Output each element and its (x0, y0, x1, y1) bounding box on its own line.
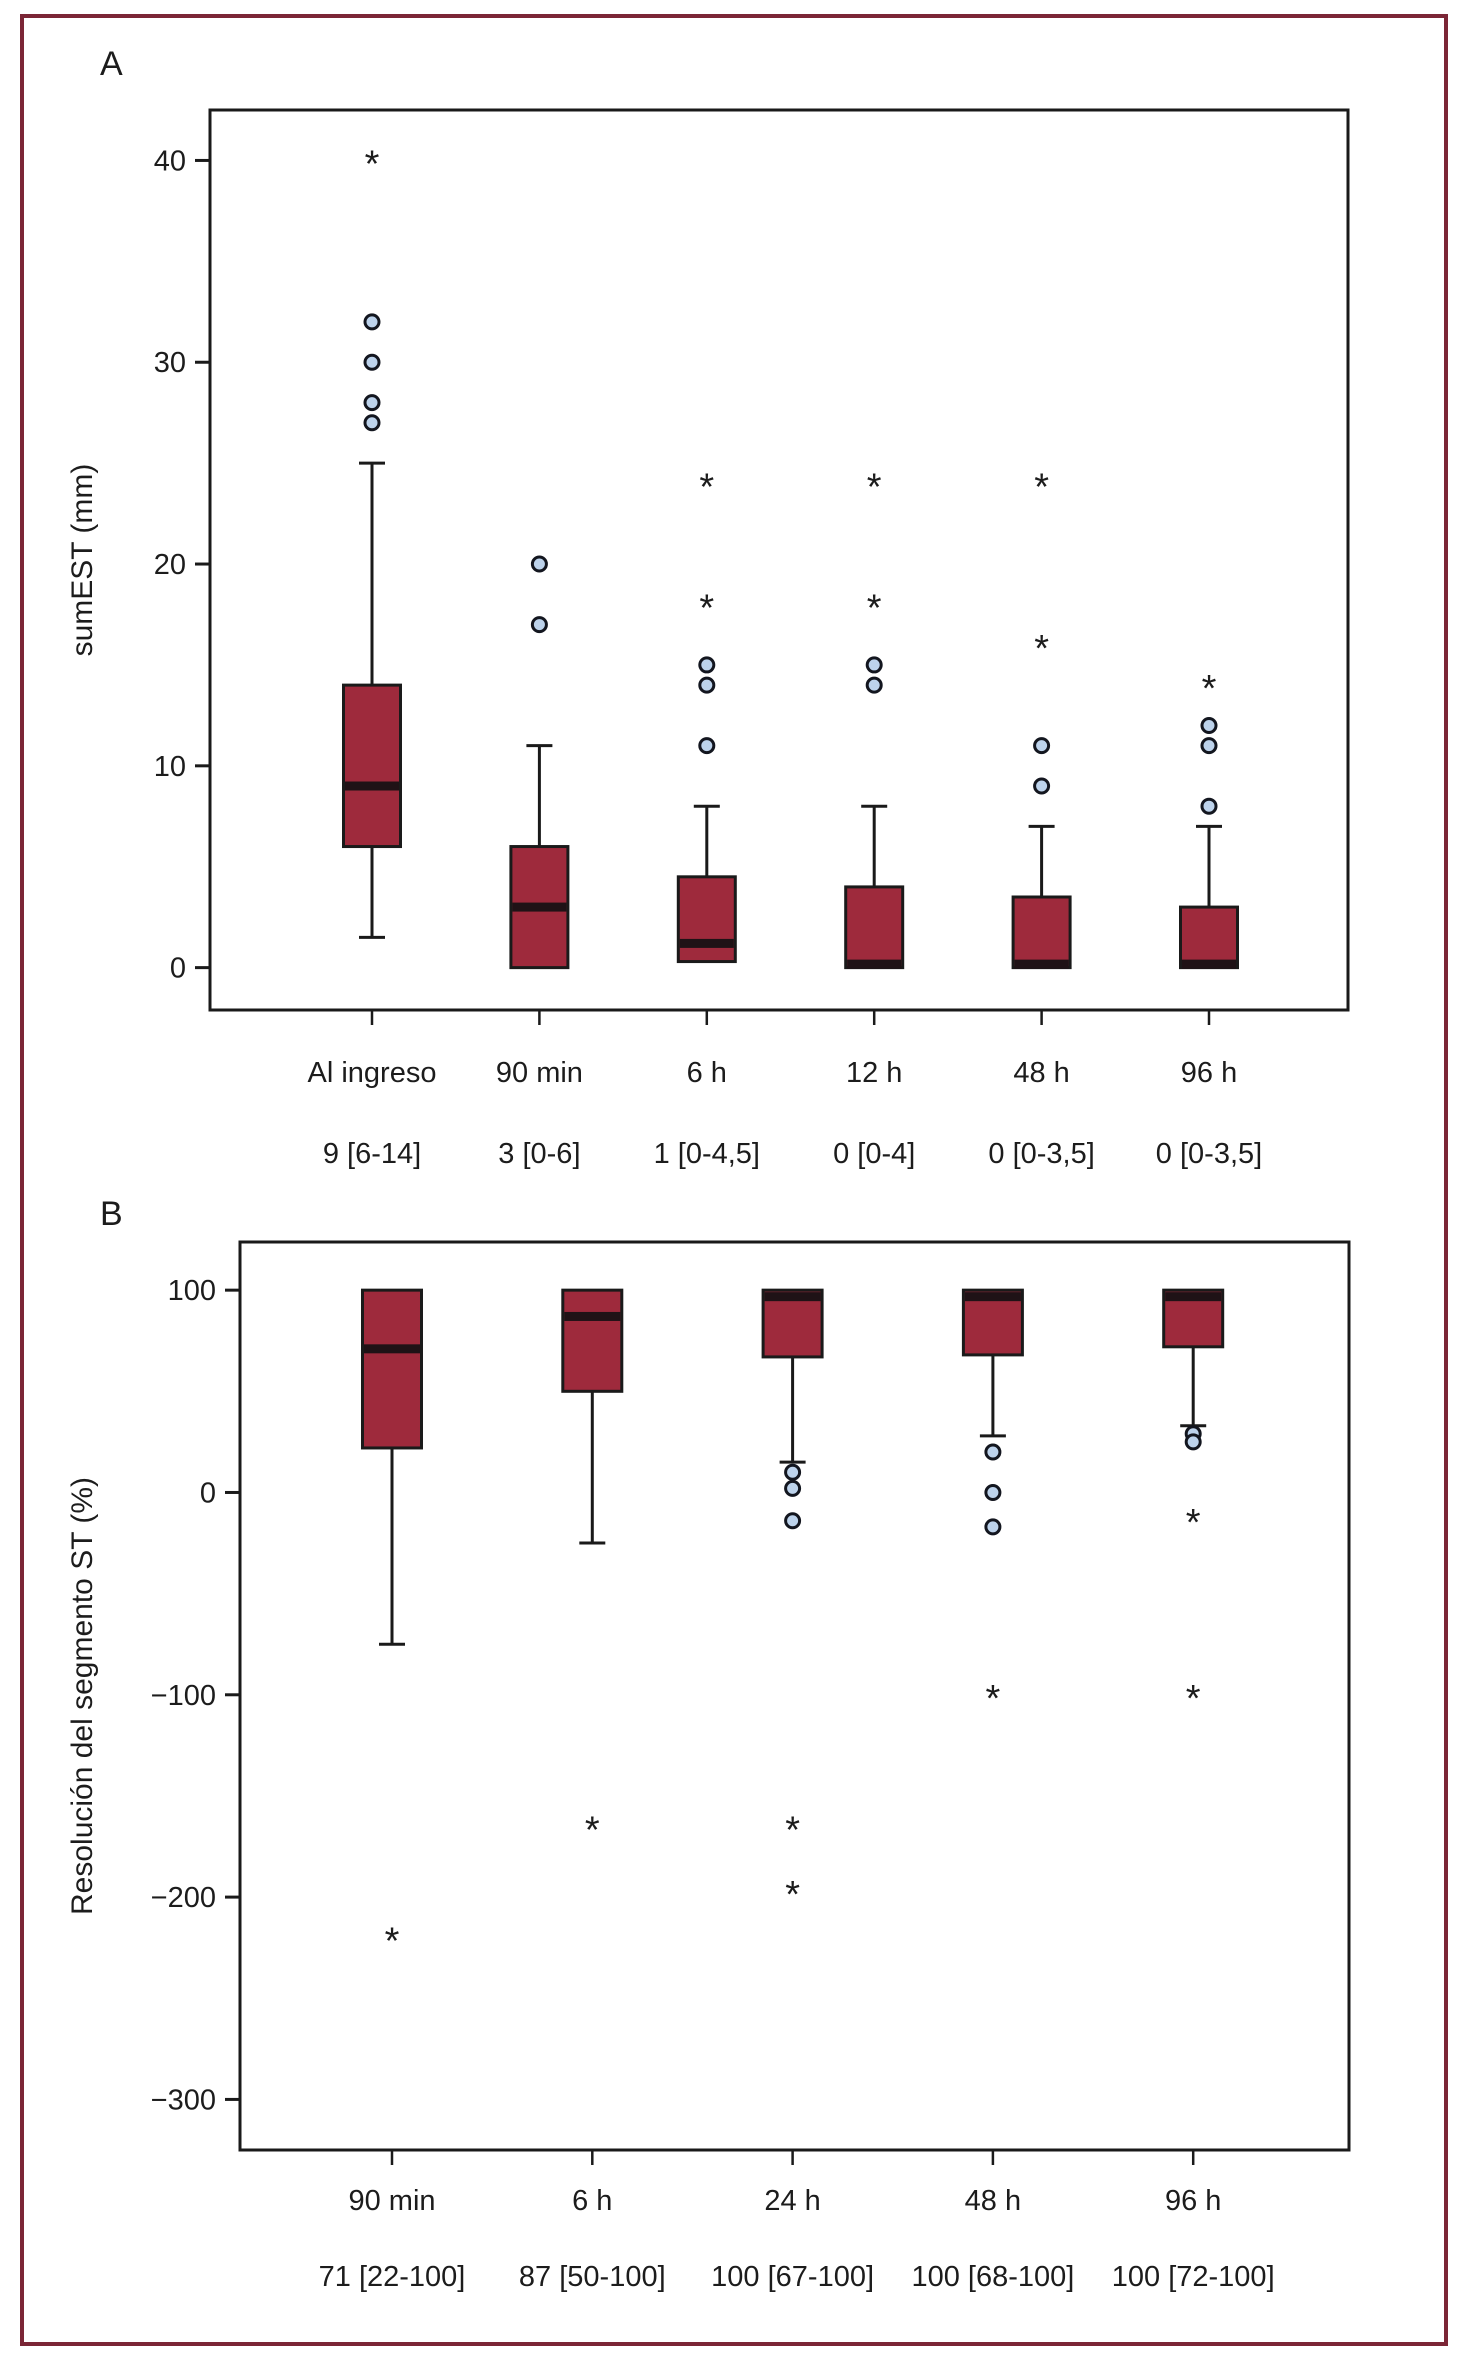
panel-a-median-bar (512, 902, 567, 912)
panel-a-stats-label: 1 [0-4,5] (654, 1138, 760, 1170)
extreme-asterisk: * (785, 1874, 800, 1916)
panel-b-y-tick-label: 0 (200, 1477, 216, 1509)
panel-a-category-label: 6 h (687, 1057, 727, 1089)
outlier-circle (698, 737, 716, 755)
panel-a-stats-label: 0 [0-4] (833, 1138, 915, 1170)
panel-b-median-bar (564, 1311, 621, 1321)
outlier-circle (1200, 716, 1218, 734)
panel-b-label: B (100, 1195, 123, 1233)
outlier-circle (784, 1463, 802, 1481)
panel-a-box (1011, 895, 1072, 970)
outlier-circle (865, 656, 883, 674)
panel-b-stats-label: 100 [72-100] (1112, 2261, 1275, 2293)
panel-b-category-label: 90 min (348, 2185, 435, 2217)
extreme-asterisk: * (1186, 1678, 1201, 1720)
panel-a-category-label: 48 h (1013, 1057, 1069, 1089)
extreme-asterisk: * (867, 466, 882, 508)
extreme-asterisk: * (1034, 466, 1049, 508)
panel-b-y-tick-label: −300 (151, 2084, 216, 2116)
outlier-circle (698, 676, 716, 694)
panel-a-median-bar (1014, 959, 1069, 969)
figure-frame (20, 14, 1448, 2346)
panel-b-median-bar (964, 1292, 1021, 1302)
panel-a-y-tick-label: 30 (154, 347, 186, 379)
panel-a-plot: 40 30 20 10 0 sumEST (mm) Al ingreso 9 [6-14] * 9… (66, 108, 1350, 1170)
panel-b-box (761, 1288, 824, 1359)
outlier-circle (530, 555, 548, 573)
outlier-circle (984, 1483, 1002, 1501)
extreme-asterisk: * (385, 1921, 400, 1963)
panel-a-y-tick-label: 40 (154, 145, 186, 177)
panel-a-category-label: 96 h (1181, 1057, 1237, 1089)
panel-b-median-bar (1165, 1292, 1222, 1302)
panel-a-box (1179, 905, 1239, 970)
panel-b-category-label: 24 h (764, 2185, 820, 2217)
panel-a-box (844, 885, 905, 970)
panel-b-median-bar (764, 1292, 821, 1302)
extreme-asterisk: * (699, 587, 714, 629)
panel-a-stats-label: 3 [0-6] (498, 1138, 580, 1170)
panel-b-box (561, 1288, 624, 1393)
panel-a-stats-label: 0 [0-3,5] (988, 1138, 1094, 1170)
panel-b-median-bar (364, 1344, 420, 1354)
outlier-circle (1200, 737, 1218, 755)
panel-b-stats-label: 100 [68-100] (911, 2261, 1074, 2293)
panel-a-stats-label: 9 [6-14] (323, 1138, 421, 1170)
panel-a-y-axis-title: sumEST (mm) (66, 464, 99, 657)
panel-b-stats-label: 87 [50-100] (519, 2261, 666, 2293)
panel-a-stats-label: 0 [0-3,5] (1156, 1138, 1262, 1170)
outlier-circle (1033, 737, 1051, 755)
panel-b-box (361, 1288, 423, 1450)
panel-b-stats-label: 71 [22-100] (319, 2261, 466, 2293)
extreme-asterisk: * (699, 466, 714, 508)
panel-b-category-label: 96 h (1165, 2185, 1221, 2217)
extreme-asterisk: * (365, 143, 380, 185)
outlier-circle (530, 616, 548, 634)
extreme-asterisk: * (1186, 1502, 1201, 1544)
outlier-circle (363, 414, 381, 432)
extreme-asterisk: * (986, 1678, 1001, 1720)
panel-a-y-tick-label: 0 (170, 953, 186, 985)
extreme-asterisk: * (585, 1809, 600, 1851)
outlier-circle (865, 676, 883, 694)
panel-a-category-label: 12 h (846, 1057, 902, 1089)
outlier-circle (363, 394, 381, 412)
outlier-circle (984, 1518, 1002, 1536)
panel-a-box (676, 875, 737, 964)
panel-a-median-bar (345, 781, 399, 791)
panel-b-y-tick-label: −200 (151, 1882, 216, 1914)
panel-a-y-tick-label: 10 (154, 751, 186, 783)
panel-b-category-label: 6 h (572, 2185, 612, 2217)
outlier-circle (1033, 777, 1051, 795)
panel-b-y-tick-label: 100 (168, 1275, 216, 1307)
panel-a-category-label: Al ingreso (308, 1057, 437, 1089)
panel-a-frame (208, 108, 1350, 1012)
panel-b-y-axis-title: Resolución del segmento ST (%) (66, 1477, 99, 1915)
panel-b-y-tick-label: −100 (151, 1680, 216, 1712)
extreme-asterisk: * (1034, 628, 1049, 670)
panel-b-stats-label: 100 [67-100] (711, 2261, 874, 2293)
panel-b-category-label: 48 h (965, 2185, 1021, 2217)
outlier-circle (1184, 1433, 1202, 1451)
panel-a-box (342, 683, 402, 849)
panel-a-label: A (100, 45, 123, 83)
extreme-asterisk: * (785, 1809, 800, 1851)
extreme-asterisk: * (867, 587, 882, 629)
panel-b-plot: 100 0 −100 −200 −300 Resolución del segmento … (66, 1240, 1351, 2293)
outlier-circle (984, 1443, 1002, 1461)
outlier-circle (784, 1512, 802, 1530)
outlier-circle (363, 313, 381, 331)
panel-a-median-bar (1182, 959, 1236, 969)
extreme-asterisk: * (1202, 668, 1217, 710)
outlier-circle (784, 1479, 802, 1497)
outlier-circle (363, 353, 381, 371)
panel-a-category-label: 90 min (496, 1057, 583, 1089)
panel-a-median-bar (847, 959, 902, 969)
panel-a-y-tick-label: 20 (154, 549, 186, 581)
outlier-circle (698, 656, 716, 674)
panel-a-median-bar (679, 938, 734, 948)
outlier-circle (1200, 797, 1218, 815)
